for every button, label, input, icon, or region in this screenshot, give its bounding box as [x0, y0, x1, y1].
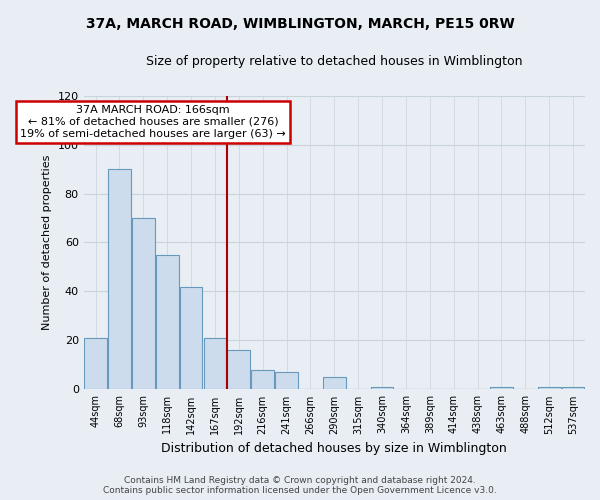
X-axis label: Distribution of detached houses by size in Wimblington: Distribution of detached houses by size …	[161, 442, 507, 455]
Bar	[251, 370, 274, 390]
Bar	[227, 350, 250, 390]
Text: Contains HM Land Registry data © Crown copyright and database right 2024.
Contai: Contains HM Land Registry data © Crown c…	[103, 476, 497, 495]
Bar	[180, 286, 202, 390]
Text: 37A, MARCH ROAD, WIMBLINGTON, MARCH, PE15 0RW: 37A, MARCH ROAD, WIMBLINGTON, MARCH, PE1…	[86, 18, 514, 32]
Y-axis label: Number of detached properties: Number of detached properties	[42, 155, 52, 330]
Bar	[156, 254, 179, 390]
Title: Size of property relative to detached houses in Wimblington: Size of property relative to detached ho…	[146, 55, 523, 68]
Bar	[203, 338, 226, 390]
Bar	[108, 169, 131, 390]
Bar	[371, 387, 394, 390]
Bar	[562, 387, 584, 390]
Bar	[323, 377, 346, 390]
Bar	[490, 387, 513, 390]
Bar	[132, 218, 155, 390]
Bar	[538, 387, 560, 390]
Text: 37A MARCH ROAD: 166sqm  
← 81% of detached houses are smaller (276)
19% of semi-: 37A MARCH ROAD: 166sqm ← 81% of detached…	[20, 106, 286, 138]
Bar	[84, 338, 107, 390]
Bar	[275, 372, 298, 390]
